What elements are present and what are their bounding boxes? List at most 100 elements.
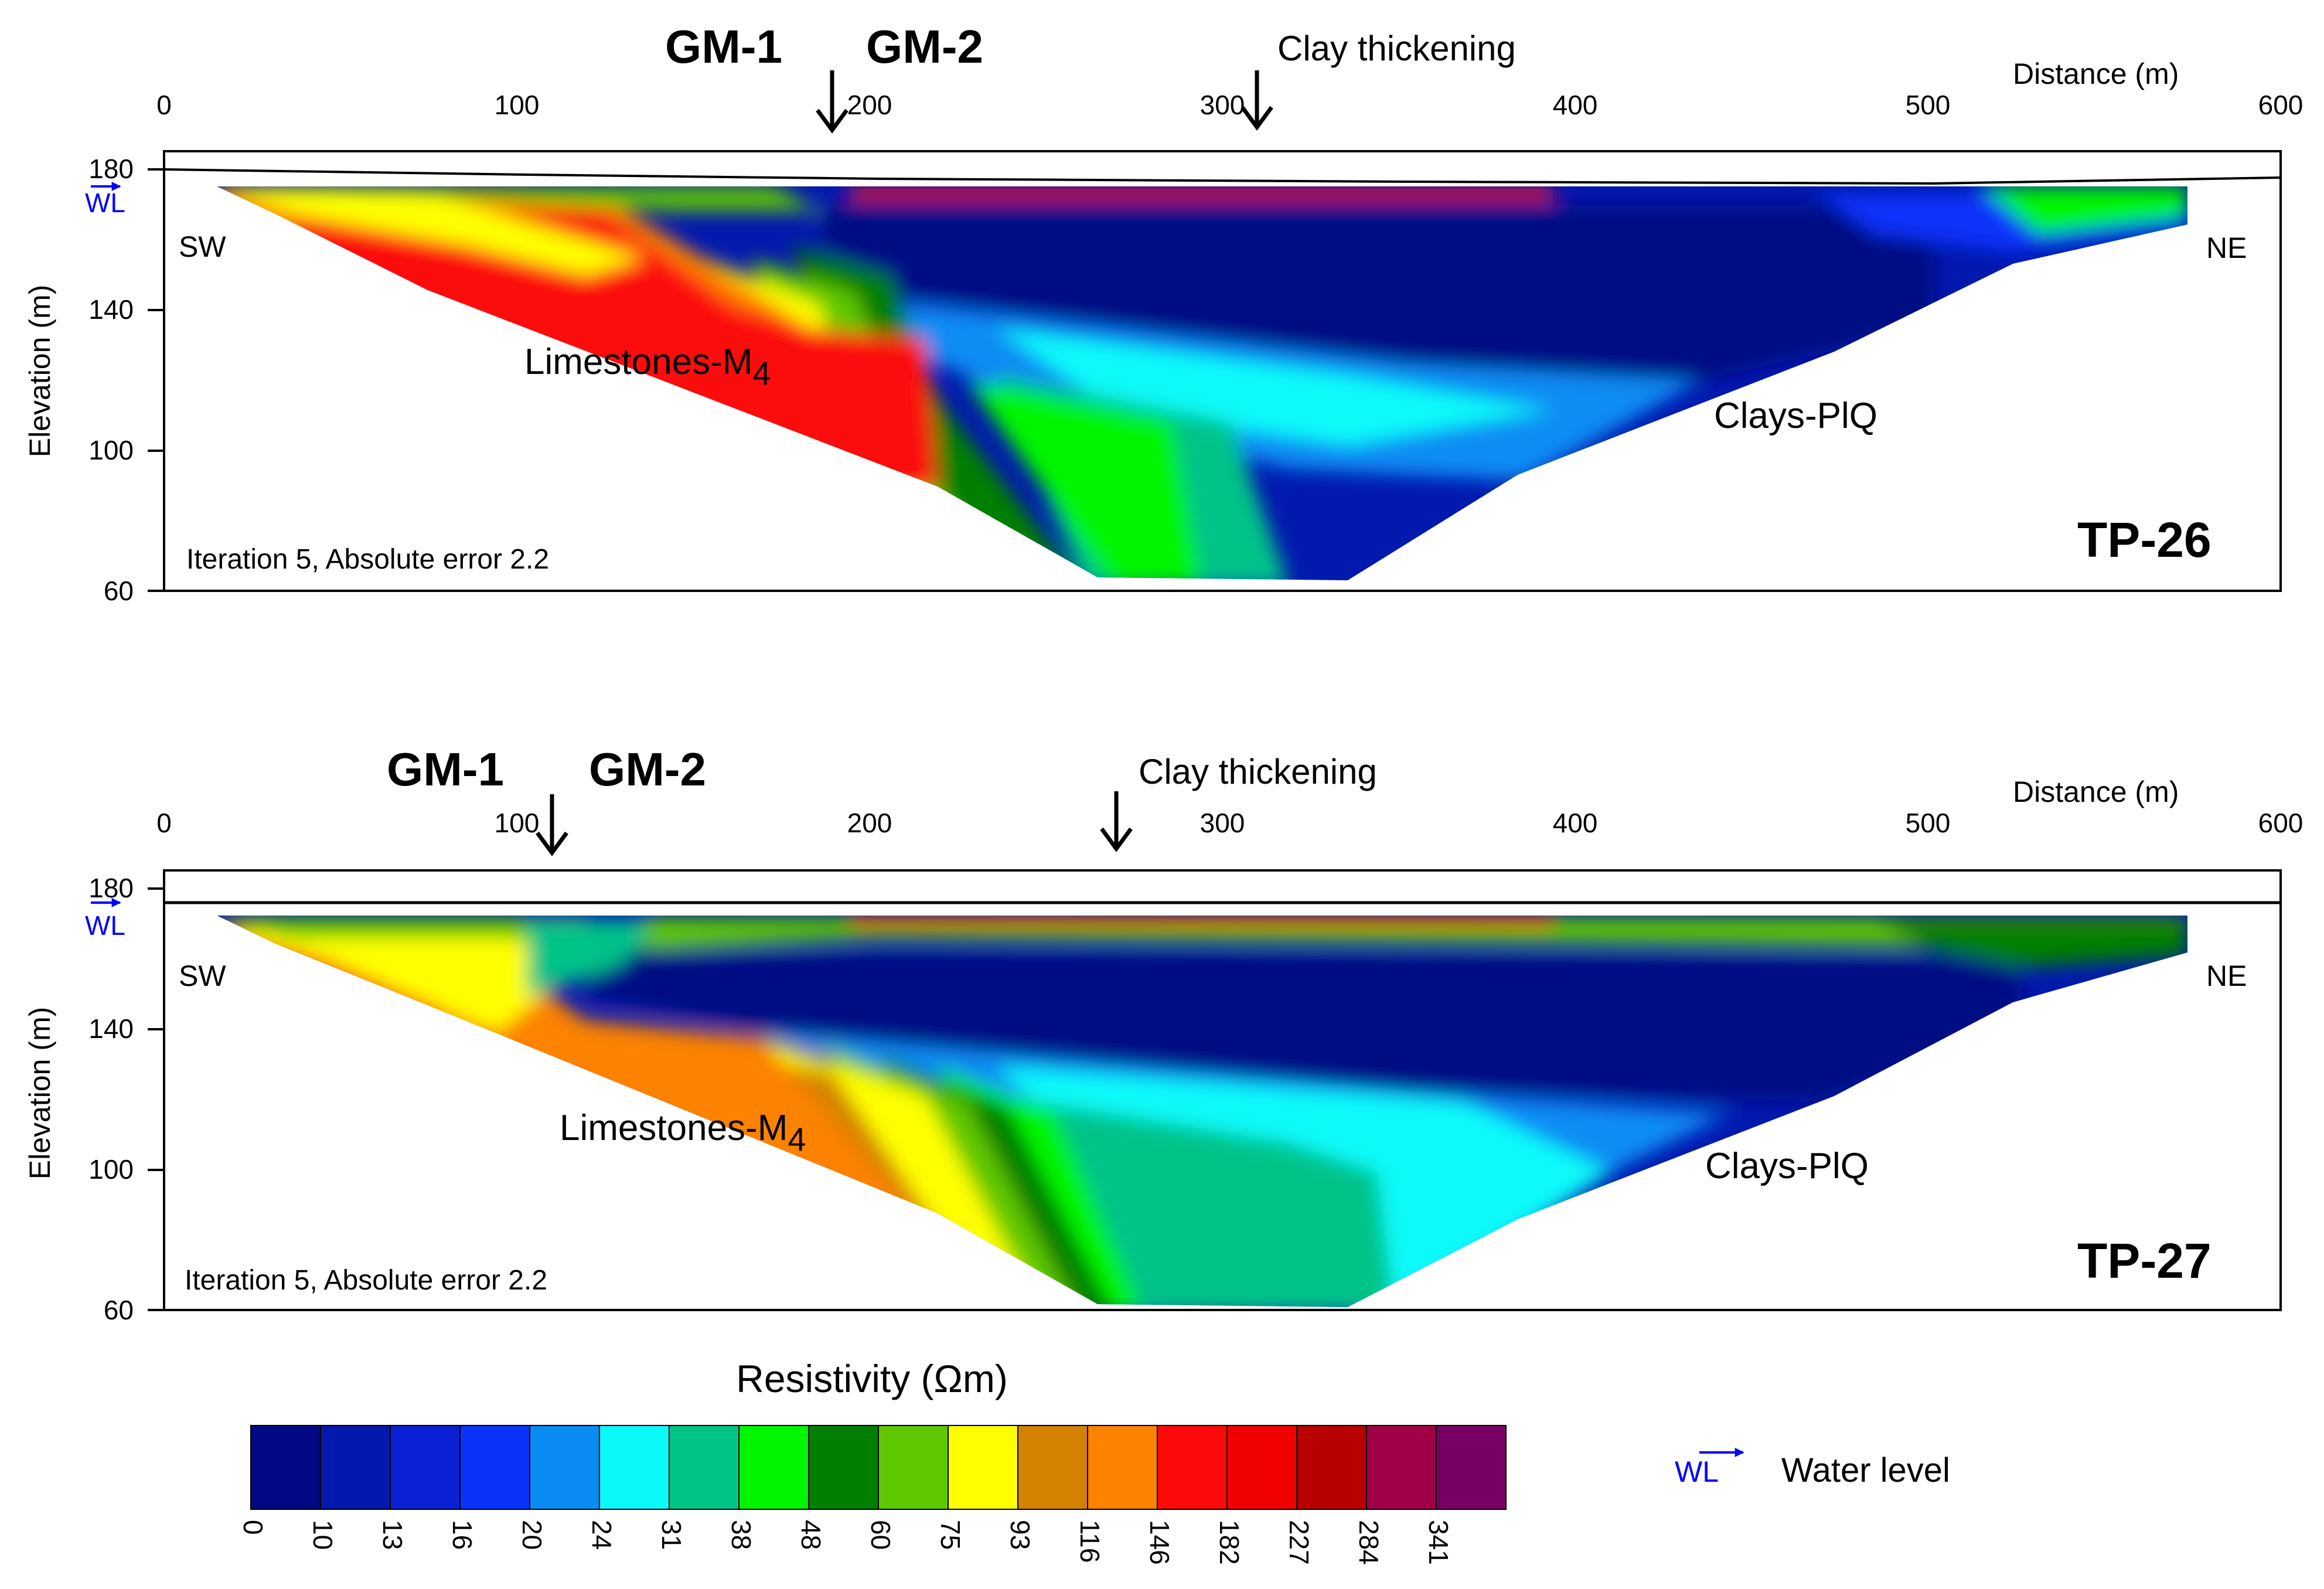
colorbar-cell <box>599 1425 670 1510</box>
y-axis: 180 140 100 60 <box>88 873 164 1325</box>
x-tick-label: 100 <box>495 90 540 120</box>
clays-label: Clays-PlQ <box>1705 1146 1869 1186</box>
colorbar-cell <box>738 1425 809 1510</box>
gm-arrow <box>536 794 568 856</box>
colorbar-tick-label: 0 <box>238 1520 268 1535</box>
limestone-label: Limestones-M4 <box>524 342 771 392</box>
colorbar-cell <box>250 1425 321 1510</box>
legend-water-level-text: Water level <box>1781 1451 1950 1489</box>
gm1-label: GM-1 <box>665 21 782 73</box>
x-tick-label: 300 <box>1200 90 1245 120</box>
colorbar-tick-label: 20 <box>517 1520 547 1550</box>
sw-label: SW <box>179 230 226 263</box>
x-axis-title: Distance (m) <box>2013 57 2179 90</box>
colorbar-tick-label: 227 <box>1284 1520 1314 1565</box>
y-axis-title: Elevation (m) <box>23 285 56 458</box>
y-tick-label: 140 <box>88 1013 134 1044</box>
colorbar: 0 10 13 16 20 24 31 38 48 60 75 93 116 146 182 227 284 34… <box>238 1425 1507 1565</box>
clay-arrow <box>1241 70 1273 131</box>
x-tick-label: 400 <box>1553 808 1598 838</box>
colorbar-cell <box>1087 1425 1158 1510</box>
x-tick-label: 100 <box>495 808 540 838</box>
ne-label: NE <box>2206 959 2247 992</box>
colorbar-tick-label: 284 <box>1354 1520 1384 1565</box>
wl-label: WL <box>85 188 125 218</box>
plot-frame <box>163 150 2282 592</box>
x-tick-label: 200 <box>847 90 892 120</box>
colorbar-cell <box>1017 1425 1088 1510</box>
colorbar-tick-label: 93 <box>1005 1520 1035 1550</box>
colorbar-cell <box>1296 1425 1367 1510</box>
colorbar-cell <box>948 1425 1018 1510</box>
colorbar-title: Resistivity (Ωm) <box>736 1357 1008 1400</box>
colorbar-cell <box>808 1425 879 1510</box>
colorbar-cell <box>878 1425 949 1510</box>
resistivity-section <box>217 916 2187 1307</box>
x-axis: 0 100 200 300 400 500 600 <box>156 90 2303 120</box>
gm1-label: GM-1 <box>387 743 504 795</box>
colorbar-cell <box>390 1425 461 1510</box>
x-tick-label: 0 <box>156 808 172 838</box>
y-tick-label: 180 <box>88 154 134 184</box>
x-tick-label: 300 <box>1200 808 1245 838</box>
y-tick-label: 60 <box>104 576 134 606</box>
colorbar-cell <box>1436 1425 1507 1510</box>
legend-wl-symbol: WL <box>1675 1455 1719 1488</box>
y-axis: 180 140 100 60 <box>88 154 164 606</box>
x-tick-label: 400 <box>1553 90 1598 120</box>
panel-tp26: WL 0 100 200 300 400 500 600 180 140 100… <box>23 21 2303 606</box>
colorbar-tick-label: 60 <box>865 1520 896 1550</box>
y-tick-label: 140 <box>88 294 134 325</box>
colorbar-cell <box>669 1425 740 1510</box>
colorbar-cell <box>320 1425 391 1510</box>
colorbar-tick-label: 10 <box>308 1520 338 1550</box>
colorbar-tick-label: 13 <box>377 1520 408 1550</box>
x-tick-label: 500 <box>1906 90 1951 120</box>
x-tick-label: 600 <box>2258 90 2303 120</box>
colorbar-cell <box>459 1425 530 1510</box>
panel-title: TP-27 <box>2077 1233 2211 1288</box>
iteration-note: Iteration 5, Absolute error 2.2 <box>186 544 549 575</box>
panel-title: TP-26 <box>2077 512 2211 567</box>
colorbar-tick-label: 75 <box>935 1520 966 1550</box>
x-tick-label: 600 <box>2258 808 2303 838</box>
y-tick-label: 60 <box>104 1295 134 1325</box>
water-level-legend: WL Water level <box>1675 1448 1950 1489</box>
x-tick-label: 500 <box>1906 808 1951 838</box>
x-axis-title: Distance (m) <box>2013 775 2179 808</box>
y-tick-label: 100 <box>88 1154 134 1185</box>
gm2-label: GM-2 <box>589 743 706 795</box>
gm2-label: GM-2 <box>866 21 983 73</box>
ne-label: NE <box>2206 232 2247 264</box>
plot-frame <box>163 869 2282 1311</box>
clay-thickening-label: Clay thickening <box>1139 752 1377 791</box>
limestone-label: Limestones-M4 <box>560 1108 806 1158</box>
colorbar-tick-label: 24 <box>587 1520 617 1550</box>
clay-arrow <box>1100 791 1133 852</box>
x-axis: 0 100 200 300 400 500 600 <box>156 808 2303 838</box>
y-tick-label: 180 <box>88 873 134 903</box>
y-tick-label: 100 <box>88 435 134 465</box>
wl-label: WL <box>85 910 125 941</box>
resistivity-section <box>217 186 2187 580</box>
colorbar-tick-label: 31 <box>656 1520 687 1550</box>
ground-surface-line <box>163 168 2281 185</box>
colorbar-tick-label: 182 <box>1214 1520 1245 1565</box>
clays-label: Clays-PlQ <box>1714 396 1877 436</box>
colorbar-cell <box>1226 1425 1297 1510</box>
panel-tp27: WL 0 100 200 300 400 500 600 180 140 100… <box>23 743 2303 1325</box>
y-axis-title: Elevation (m) <box>23 1007 56 1180</box>
colorbar-cell <box>529 1425 600 1510</box>
colorbar-cell <box>1366 1425 1437 1510</box>
sw-label: SW <box>179 959 226 992</box>
clay-thickening-label: Clay thickening <box>1277 29 1516 68</box>
colorbar-tick-label: 146 <box>1144 1520 1175 1565</box>
colorbar-tick-label: 116 <box>1075 1520 1105 1563</box>
colorbar-tick-label: 48 <box>796 1520 826 1550</box>
colorbar-cell <box>1157 1425 1228 1510</box>
colorbar-tick-label: 341 <box>1423 1520 1454 1565</box>
gm-arrow <box>816 70 849 134</box>
x-tick-label: 0 <box>156 90 172 120</box>
x-tick-label: 200 <box>847 808 892 838</box>
